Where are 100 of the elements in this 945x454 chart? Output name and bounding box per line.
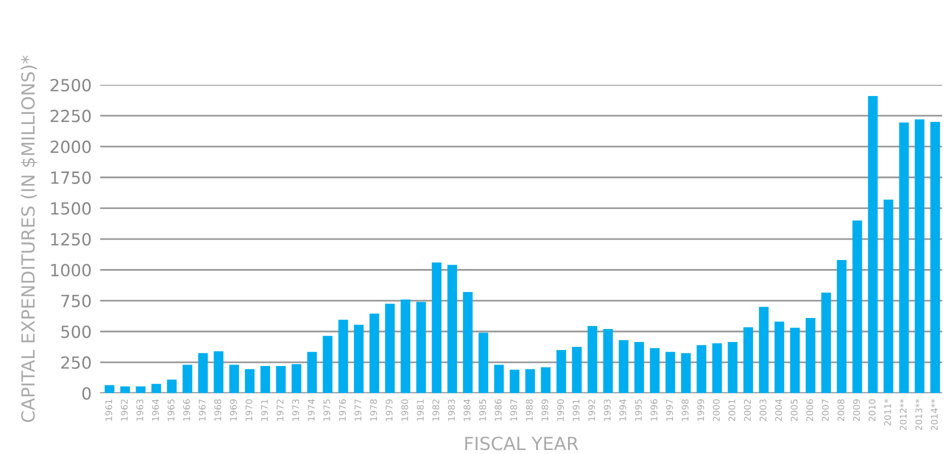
bar: [868, 96, 878, 394]
x-tick-label: 1991: [572, 400, 580, 421]
x-tick-label: 1981: [416, 400, 424, 421]
x-tick-label: 1984: [464, 399, 470, 421]
bar: [728, 342, 738, 394]
x-tick-label: 2003: [760, 399, 766, 422]
x-tick-label: 1989: [541, 399, 548, 421]
x-tick-label: 1996: [650, 399, 658, 421]
x-tick-label: 2001: [728, 400, 736, 422]
bar: [743, 327, 754, 394]
x-tick-label: 2006: [806, 399, 814, 422]
x-tick-label: 1970: [246, 399, 252, 421]
bar: [432, 262, 442, 394]
bar: [618, 340, 628, 394]
y-tick-label: 500: [61, 325, 91, 338]
x-tick-label: 1987: [510, 399, 518, 421]
x-tick-label: 1973: [292, 399, 300, 421]
x-tick-label: 1998: [682, 399, 689, 421]
bar: [821, 292, 831, 394]
bar: [214, 351, 224, 394]
x-tick-label: 2011*: [884, 398, 892, 426]
bar: [525, 369, 535, 394]
x-tick-label: 1961: [105, 400, 112, 421]
bar: [338, 320, 348, 394]
y-tick-label: 1500: [51, 202, 91, 215]
x-tick-label: 2012**: [900, 398, 907, 430]
bar: [634, 342, 644, 394]
x-tick-label: 2010: [868, 399, 876, 422]
x-tick-label: 1972: [276, 400, 284, 421]
x-tick-label: 1971: [261, 400, 268, 421]
x-tick-label: 2009: [853, 399, 860, 422]
bar: [260, 366, 270, 394]
bar: [884, 200, 894, 394]
x-tick-label: 2007: [822, 399, 829, 422]
y-tick-label: 250: [61, 356, 91, 369]
bar: [322, 336, 332, 394]
bar: [244, 369, 255, 394]
y-axis-title: CAPITAL EXPENDITURES (IN $MILLIONS)*: [20, 56, 38, 422]
x-tick-label: 2004: [775, 399, 782, 422]
y-tick-label: 750: [61, 294, 91, 308]
bar: [712, 343, 722, 394]
x-tick-label: 1999: [697, 399, 704, 421]
bar: [198, 353, 208, 394]
x-tick-label: 1994: [619, 399, 626, 421]
x-tick-label: 1974: [308, 399, 315, 421]
x-tick-label: 1993: [604, 399, 611, 421]
bar: [899, 122, 909, 394]
bar: [930, 122, 940, 394]
x-tick-label: 1977: [354, 399, 362, 421]
bar: [603, 329, 613, 394]
y-tick-label: 2250: [50, 110, 91, 122]
x-tick-label: 1962: [120, 400, 128, 421]
bar: [914, 119, 924, 394]
x-tick-label: 1968: [214, 399, 222, 421]
bar: [836, 260, 847, 394]
x-tick-label: 1985: [479, 400, 486, 421]
bar: [182, 364, 192, 394]
x-tick-label: 1964: [152, 399, 159, 421]
y-tick-label: 2500: [50, 78, 91, 92]
bar: [385, 304, 395, 394]
x-tick-label: 1988: [526, 399, 533, 421]
x-tick-label: 1967: [198, 399, 206, 421]
bar: [292, 364, 302, 394]
bar: [229, 364, 239, 394]
x-tick-label: 2000: [712, 399, 720, 422]
x-tick-label: 2005: [790, 400, 798, 422]
x-tick-label: 1986: [494, 399, 502, 421]
y-tick-label: 0: [82, 387, 91, 400]
bar: [806, 318, 816, 394]
x-tick-label: 2008: [837, 399, 844, 422]
bar: [696, 345, 706, 394]
bar: [666, 352, 676, 394]
y-tick-label: 1250: [51, 232, 91, 246]
bar: [104, 385, 114, 394]
y-tick-label: 1000: [51, 264, 91, 276]
x-axis-title: FISCAL YEAR: [465, 436, 578, 450]
bar: [494, 364, 504, 394]
x-tick-label: 1980: [401, 399, 408, 421]
bar: [167, 380, 177, 394]
x-tick-label: 1966: [183, 399, 190, 421]
x-tick-label: 1997: [666, 399, 673, 421]
x-tick-label: 1975: [323, 400, 330, 421]
bar: [556, 350, 566, 394]
y-tick-label: 1750: [51, 171, 91, 184]
bar: [354, 324, 364, 394]
bar: [540, 367, 551, 394]
bar: [462, 292, 473, 394]
bar: [447, 264, 458, 394]
bar: [416, 302, 426, 394]
x-tick-label: 1963: [136, 399, 144, 421]
bar: [400, 299, 410, 394]
x-tick-label: 1982: [432, 400, 440, 421]
x-tick-label: 1969: [230, 399, 237, 421]
bar: [790, 328, 800, 394]
x-tick-label: 1990: [557, 399, 564, 421]
bar: [681, 353, 691, 394]
x-tick-label: 1976: [338, 399, 346, 421]
bar: [852, 220, 862, 394]
x-tick-label: 1978: [370, 399, 377, 421]
bar: [307, 352, 317, 394]
